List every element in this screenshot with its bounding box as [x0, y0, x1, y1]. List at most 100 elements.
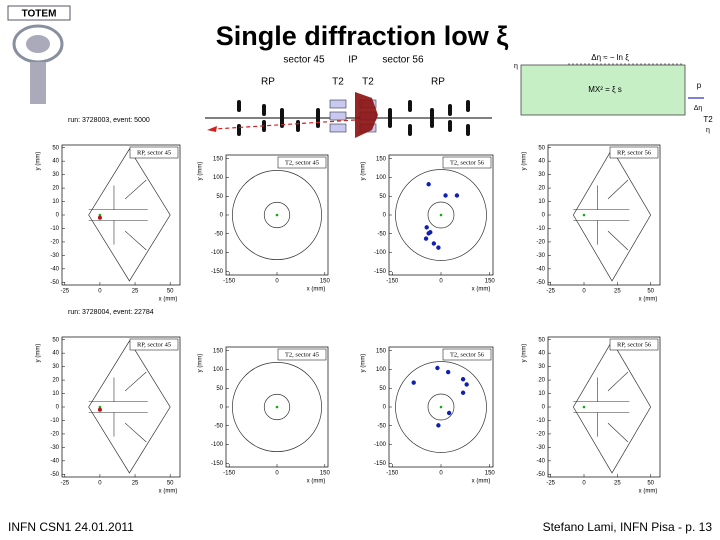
- y-tick-label: 0: [383, 405, 387, 411]
- x-tick-label: 25: [132, 481, 139, 487]
- footer-left: INFN CSN1 24.01.2011: [8, 520, 134, 534]
- y-tick-label: 100: [213, 367, 224, 373]
- plot-panel: -150 0 150 150 100 50 0 -50 -100 -150 x (mm) y (mm)…: [361, 346, 495, 485]
- beam-center: [98, 213, 102, 217]
- beam-center: [98, 405, 102, 409]
- t2-outer: [232, 362, 322, 452]
- hit: [426, 182, 431, 187]
- t2-label: T2: [332, 77, 344, 88]
- x-tick-label: 0: [582, 481, 586, 487]
- logo-text: TOTEM: [22, 9, 57, 20]
- y-tick-label: 50: [379, 386, 386, 392]
- rp-edge: [88, 371, 148, 443]
- plot-panel: -150 0 150 150 100 50 0 -50 -100 -150 x (mm) y (mm)…: [198, 154, 331, 293]
- y-tick-label: 30: [538, 172, 545, 178]
- logo-stem: [30, 62, 46, 104]
- y-tick-label: -50: [214, 423, 223, 429]
- y-tick-label: 30: [52, 364, 59, 370]
- y-tick-label: 20: [52, 378, 59, 384]
- plot-panel: -150 0 150 150 100 50 0 -50 -100 -150 x (mm) y (mm)…: [198, 346, 330, 485]
- y-tick-label: 40: [538, 159, 545, 165]
- magnets: [237, 100, 470, 136]
- beam-center: [275, 405, 279, 409]
- y-tick-label: -150: [211, 269, 224, 275]
- x-axis-label: x (mm): [159, 489, 178, 495]
- diffractive-cone: [355, 92, 378, 138]
- y-tick-label: 40: [52, 159, 59, 165]
- x-tick-label: 25: [132, 289, 139, 295]
- y-axis-label: y (mm): [361, 162, 367, 181]
- slide-title: Single diffraction low ξ: [216, 21, 510, 51]
- x-tick-label: 50: [167, 289, 174, 295]
- plot-panel: -25 0 25 50 50 40 30 20 10 0 -10 -20 -30 -40 -50 x (mm)…: [36, 336, 181, 495]
- y-tick-label: -100: [374, 250, 387, 256]
- panel-title: RP, sector 45: [137, 149, 171, 156]
- x-tick-label: 25: [614, 289, 621, 295]
- y-tick-label: 0: [383, 213, 387, 219]
- y-tick-label: -100: [211, 250, 224, 256]
- plot-frame: [547, 336, 661, 478]
- t2-label: T2: [703, 115, 713, 124]
- panel-title: RP, sector 56: [617, 149, 652, 156]
- y-tick-label: 20: [538, 378, 545, 384]
- y-tick-label: 30: [538, 364, 545, 370]
- y-axis-label: y (mm): [361, 354, 367, 373]
- y-tick-label: 100: [376, 367, 387, 373]
- run-label: run: 3728003, event: 5000: [68, 117, 150, 124]
- sector-label: sector 56: [382, 55, 424, 66]
- y-tick-label: -40: [50, 458, 59, 464]
- t2-label: T2: [362, 77, 374, 88]
- y-tick-label: -10: [50, 226, 59, 232]
- x-tick-label: 0: [439, 471, 443, 477]
- x-tick-label: -25: [60, 289, 69, 295]
- y-tick-label: -50: [50, 280, 59, 286]
- sector-label: sector 45: [283, 55, 325, 66]
- beam-center: [439, 213, 443, 217]
- x-tick-label: 25: [614, 481, 621, 487]
- y-tick-label: 150: [376, 348, 387, 354]
- t2-inner: [427, 201, 455, 229]
- beam-center: [582, 405, 586, 409]
- y-tick-label: 10: [538, 199, 545, 205]
- mass-box: [520, 64, 686, 116]
- t2-inner: [263, 201, 291, 229]
- y-tick-label: 0: [56, 213, 60, 219]
- rp-detector: [572, 340, 652, 474]
- y-tick-label: 30: [52, 172, 59, 178]
- y-tick-label: 50: [52, 145, 59, 151]
- y-tick-label: -10: [536, 226, 545, 232]
- x-tick-label: 0: [582, 289, 586, 295]
- t2-inner: [427, 393, 455, 421]
- y-tick-label: 0: [542, 405, 546, 411]
- eta-label: η: [514, 63, 518, 70]
- hit: [97, 215, 102, 220]
- x-tick-label: -25: [546, 289, 555, 295]
- y-tick-label: 10: [538, 391, 545, 397]
- x-tick-label: 50: [647, 481, 654, 487]
- x-tick-label: 150: [320, 279, 331, 285]
- logo-banner: [7, 5, 71, 21]
- rp-label: RP: [431, 77, 445, 88]
- plot-panel: -25 0 25 50 50 40 30 20 10 0 -10 -20 -30 -40 -50 x (mm)…: [36, 144, 181, 303]
- x-tick-label: 50: [647, 289, 654, 295]
- hit: [436, 423, 441, 428]
- x-axis-label: x (mm): [472, 479, 491, 485]
- rp-detector: [88, 148, 171, 282]
- panel-title-box: [277, 156, 327, 169]
- panel-title-box: [609, 338, 659, 351]
- rp-edge: [88, 179, 148, 251]
- x-axis-label: x (mm): [159, 297, 178, 303]
- panel-title-box: [277, 348, 327, 361]
- y-tick-label: 0: [220, 405, 224, 411]
- hit: [464, 382, 469, 387]
- hit: [435, 365, 440, 371]
- y-tick-label: -50: [536, 280, 545, 286]
- x-tick-label: 0: [275, 471, 279, 477]
- rp-edge: [573, 371, 630, 443]
- hit: [424, 225, 429, 230]
- panel-title-box: [129, 146, 179, 159]
- y-tick-label: -20: [50, 240, 59, 246]
- x-tick-label: -150: [386, 279, 399, 285]
- t2-outer: [395, 169, 487, 261]
- plot-panel: -150 0 150 150 100 50 0 -50 -100 -150 x (mm) y (mm)…: [361, 154, 495, 293]
